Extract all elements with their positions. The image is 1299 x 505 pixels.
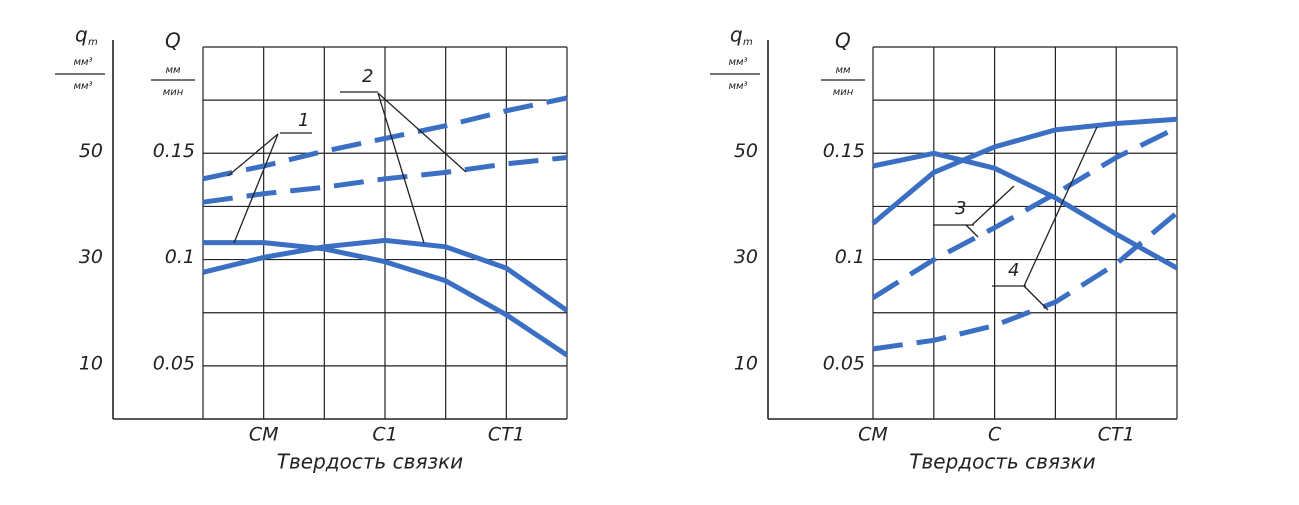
y-tick-label: 0.1 [835, 246, 865, 268]
leader [233, 133, 279, 244]
y2-tick-label: 30 [79, 246, 103, 268]
y-unit: мин [163, 87, 184, 98]
y2-tick-label: 10 [79, 352, 103, 374]
x-tick-label: CT1 [1098, 424, 1135, 446]
leader [377, 92, 425, 244]
curve [202, 95, 568, 182]
annotation: 2 [362, 66, 373, 87]
y-tick-label: 0.05 [823, 352, 865, 374]
y-axis-label: Q [835, 29, 851, 53]
y2-unit: мм³ [73, 81, 92, 92]
y-unit: мм [835, 65, 851, 76]
curve [872, 210, 1179, 352]
y2-unit: мм³ [73, 57, 92, 68]
y-unit: мм [165, 65, 181, 76]
x-tick-label: C1 [372, 424, 397, 446]
y-axis-label: Q [165, 29, 181, 53]
curve [202, 155, 568, 205]
x-axis-label: Твердость связки [277, 450, 463, 474]
annotation: 3 [955, 198, 966, 219]
y2-axis-label-sub: m [88, 37, 98, 48]
y2-axis-label: q [730, 23, 743, 47]
y2-axis-label: q [75, 23, 88, 47]
curve [871, 116, 1178, 226]
x-tick-label: CM [858, 424, 888, 446]
chart: 0.05 0.1 0.15 10 30 50 CM C1 CT1 Твердость связки… [55, 23, 569, 474]
leader [1023, 126, 1098, 287]
y-tick-label: 0.1 [165, 246, 195, 268]
leader [971, 185, 1015, 226]
x-axis-label: Твердость связки [909, 450, 1095, 474]
x-tick-label: CM [249, 424, 279, 446]
y2-unit: мм³ [728, 81, 747, 92]
y-unit: мин [833, 87, 854, 98]
x-tick-label: CT1 [488, 424, 525, 446]
leader [965, 224, 979, 238]
y-tick-label: 0.15 [153, 140, 195, 162]
annotation: 1 [298, 110, 309, 131]
annotation: 4 [1008, 260, 1019, 281]
y-tick-label: 0.05 [153, 352, 195, 374]
leader [1023, 285, 1049, 311]
y2-tick-label: 50 [79, 140, 103, 162]
curve [871, 125, 1179, 300]
curve [872, 150, 1179, 271]
y2-tick-label: 30 [734, 246, 758, 268]
curve [203, 240, 569, 358]
chart-1-annotations: 1 2 [227, 66, 467, 244]
y2-tick-label: 50 [734, 140, 758, 162]
leader [227, 133, 279, 177]
chart-2-annotations: 3 4 [933, 126, 1098, 311]
y2-tick-label: 10 [734, 352, 758, 374]
y2-unit: мм³ [728, 57, 747, 68]
y-tick-label: 0.15 [823, 140, 865, 162]
curve [202, 237, 569, 313]
x-tick-label: C [988, 424, 1002, 446]
y2-axis-label-sub: m [743, 37, 753, 48]
leader [377, 92, 467, 173]
